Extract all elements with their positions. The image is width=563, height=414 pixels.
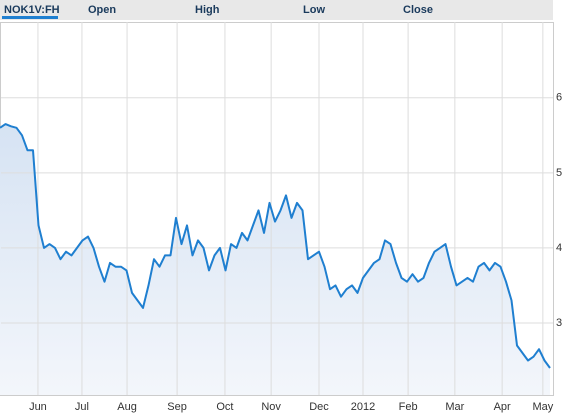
price-line — [0, 123, 551, 369]
x-tick-label: Nov — [261, 401, 281, 413]
field-label: Open — [88, 4, 116, 16]
x-tick-label: Oct — [216, 401, 233, 413]
x-tick-label: Jul — [75, 401, 89, 413]
header-bar — [0, 0, 553, 20]
y-tick-label: 4 — [556, 242, 562, 254]
field-label: Low — [303, 4, 325, 16]
y-tick-label: 5 — [556, 167, 562, 179]
symbol: NOK1V:FH — [4, 4, 60, 16]
area — [0, 124, 550, 395]
field-label: High — [195, 4, 220, 16]
x-tick-label: Aug — [117, 401, 137, 413]
y-tick-label: 6 — [556, 92, 562, 104]
symbol-underline — [2, 16, 58, 19]
field-label: Close — [403, 4, 433, 16]
x-tick-label: Apr — [494, 401, 511, 413]
x-tick-label: Sep — [167, 401, 187, 413]
x-tick-label: Dec — [309, 401, 329, 413]
y-tick-label: 3 — [556, 317, 562, 329]
x-tick-label: 2012 — [351, 401, 375, 413]
x-tick-label: Feb — [399, 401, 418, 413]
x-tick-label: Jun — [29, 401, 47, 413]
x-tick-label: May — [532, 401, 553, 413]
x-tick-label: Mar — [445, 401, 464, 413]
